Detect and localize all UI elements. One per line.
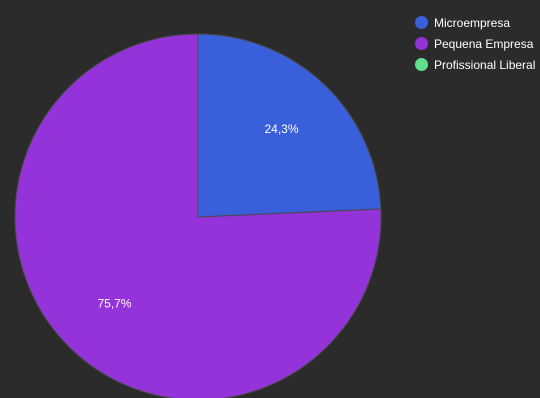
legend-swatch-microempresa: [415, 16, 428, 29]
legend-swatch-profissional-liberal: [415, 58, 428, 71]
pie-slices: [14, 33, 382, 398]
slice-label-pequena-empresa: 75,7%: [97, 296, 131, 310]
slice-label-microempresa: 24,3%: [264, 122, 298, 136]
legend-label-profissional-liberal: Profissional Liberal: [434, 57, 536, 72]
legend: Microempresa Pequena Empresa Profissional …: [415, 12, 540, 75]
legend-label-pequena-empresa: Pequena Empresa: [434, 36, 534, 51]
legend-swatch-pequena-empresa: [415, 37, 428, 50]
legend-item-microempresa[interactable]: Microempresa: [415, 12, 540, 33]
legend-item-pequena-empresa[interactable]: Pequena Empresa: [415, 33, 540, 54]
pie-slice-microempresa: [197, 33, 382, 218]
legend-item-profissional-liberal[interactable]: Profissional Liberal: [415, 54, 540, 75]
pie-labels: 24,3% 75,7%: [97, 122, 298, 311]
legend-label-microempresa: Microempresa: [434, 15, 511, 30]
pie-slice-pequena-empresa: [14, 33, 382, 398]
